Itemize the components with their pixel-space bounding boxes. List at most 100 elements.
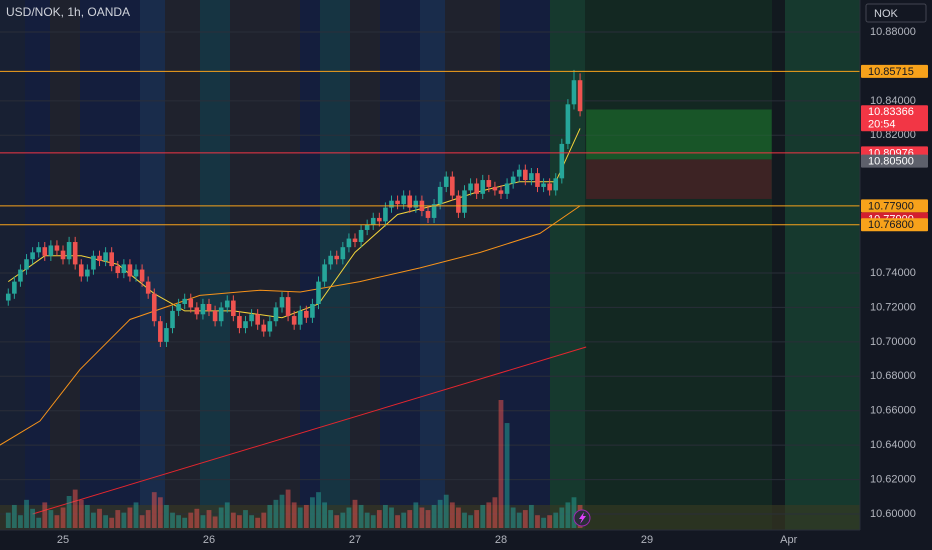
volume-bar	[462, 512, 467, 528]
candle-body	[188, 298, 194, 308]
price-axis	[860, 0, 932, 550]
volume-bar	[474, 510, 480, 528]
candle-body	[437, 186, 443, 205]
candle-body	[377, 217, 382, 222]
price-label-box	[861, 199, 928, 213]
volume-bar	[267, 504, 273, 528]
candle-body	[91, 255, 96, 270]
candle-body	[535, 173, 540, 187]
candle-body	[346, 238, 352, 248]
candle-body	[291, 316, 297, 325]
x-tick-label: Apr	[780, 534, 797, 546]
volume-bar	[340, 512, 346, 528]
candle-body	[285, 297, 291, 317]
candle-body	[182, 298, 187, 304]
candle-body	[328, 255, 333, 265]
currency-box[interactable]	[865, 3, 927, 23]
volume-bar	[91, 512, 96, 528]
volume-bar	[535, 515, 540, 528]
currency: NOK	[874, 8, 899, 20]
session-stripes	[0, 0, 860, 530]
session-stripe	[585, 0, 772, 530]
volume-bar	[170, 512, 175, 528]
volume-bar	[285, 489, 291, 528]
volume-bar	[328, 510, 334, 528]
candle-body	[115, 266, 121, 274]
alert-icon[interactable]	[573, 509, 591, 527]
candle-body	[516, 169, 522, 177]
x-tick-label: 27	[349, 534, 361, 546]
price-label: 10.77900	[868, 200, 914, 212]
y-tick-label: 10.70000	[870, 336, 916, 348]
candle-body	[577, 80, 583, 112]
volume-bar	[66, 496, 72, 528]
candle-body	[413, 200, 419, 208]
candle-body	[571, 80, 577, 105]
volume-bar	[383, 504, 388, 528]
volume-bar	[456, 507, 461, 528]
volume-bar	[510, 507, 516, 528]
volume-bar	[547, 515, 553, 528]
candle-body	[109, 252, 114, 267]
candle-body	[340, 247, 346, 260]
volume-bar	[504, 423, 510, 528]
volume-bar	[212, 516, 218, 528]
volume-bar	[206, 510, 212, 528]
candle-body	[24, 259, 29, 270]
volume-bar	[115, 510, 121, 528]
candle-body	[492, 186, 498, 191]
volume-bar	[358, 504, 364, 528]
candle-body	[504, 183, 510, 194]
volume-bar	[182, 517, 188, 528]
volume-bar	[291, 502, 297, 528]
chart-title: USD/NOK, 1h, OANDA	[6, 5, 130, 19]
candle-body	[194, 307, 200, 315]
y-tick-label: 10.68000	[870, 370, 916, 382]
volume-bar	[437, 499, 443, 528]
candle-body	[30, 252, 35, 260]
candle-body	[218, 307, 224, 322]
volume-bar	[413, 502, 419, 528]
candle-body	[352, 238, 358, 243]
volume-bar	[486, 502, 492, 528]
volume-bar	[334, 515, 340, 528]
session-stripe	[25, 0, 50, 530]
candle-body	[237, 316, 242, 329]
candle-body	[133, 269, 139, 277]
volume-bar	[30, 508, 36, 528]
candle-body	[486, 180, 492, 187]
candle-body	[249, 314, 254, 322]
candle-body	[474, 183, 479, 194]
price-label: 10.85715	[868, 66, 914, 78]
price-label-box	[861, 105, 928, 132]
candle-body	[18, 269, 23, 282]
candle-body	[565, 104, 571, 144]
y-tick-label: 10.74000	[870, 267, 916, 279]
candle-body	[42, 247, 48, 256]
session-stripe	[165, 0, 200, 530]
volume-bar	[103, 515, 108, 528]
price-label-box	[861, 64, 928, 78]
y-tick-label: 10.72000	[870, 301, 916, 313]
moving-average	[0, 205, 581, 446]
candle-body	[267, 321, 273, 332]
volume-bar	[218, 507, 224, 528]
volume-bar	[443, 494, 449, 528]
candle-body	[127, 264, 133, 277]
candle-body	[310, 303, 315, 318]
position-target	[586, 109, 772, 160]
session-stripe	[380, 0, 420, 530]
volume-bar	[224, 502, 230, 528]
volume-bar	[261, 512, 267, 528]
plot	[0, 31, 860, 528]
y-tick-label: 10.62000	[870, 473, 916, 485]
volume-bar	[24, 499, 29, 528]
candle-body	[358, 229, 364, 243]
volume-bar	[164, 504, 169, 528]
candle-body	[158, 321, 163, 342]
candle-body	[334, 255, 340, 260]
alert-bolt	[579, 512, 586, 524]
y-tick-label: 10.66000	[870, 405, 916, 417]
volume-bar	[419, 507, 425, 528]
